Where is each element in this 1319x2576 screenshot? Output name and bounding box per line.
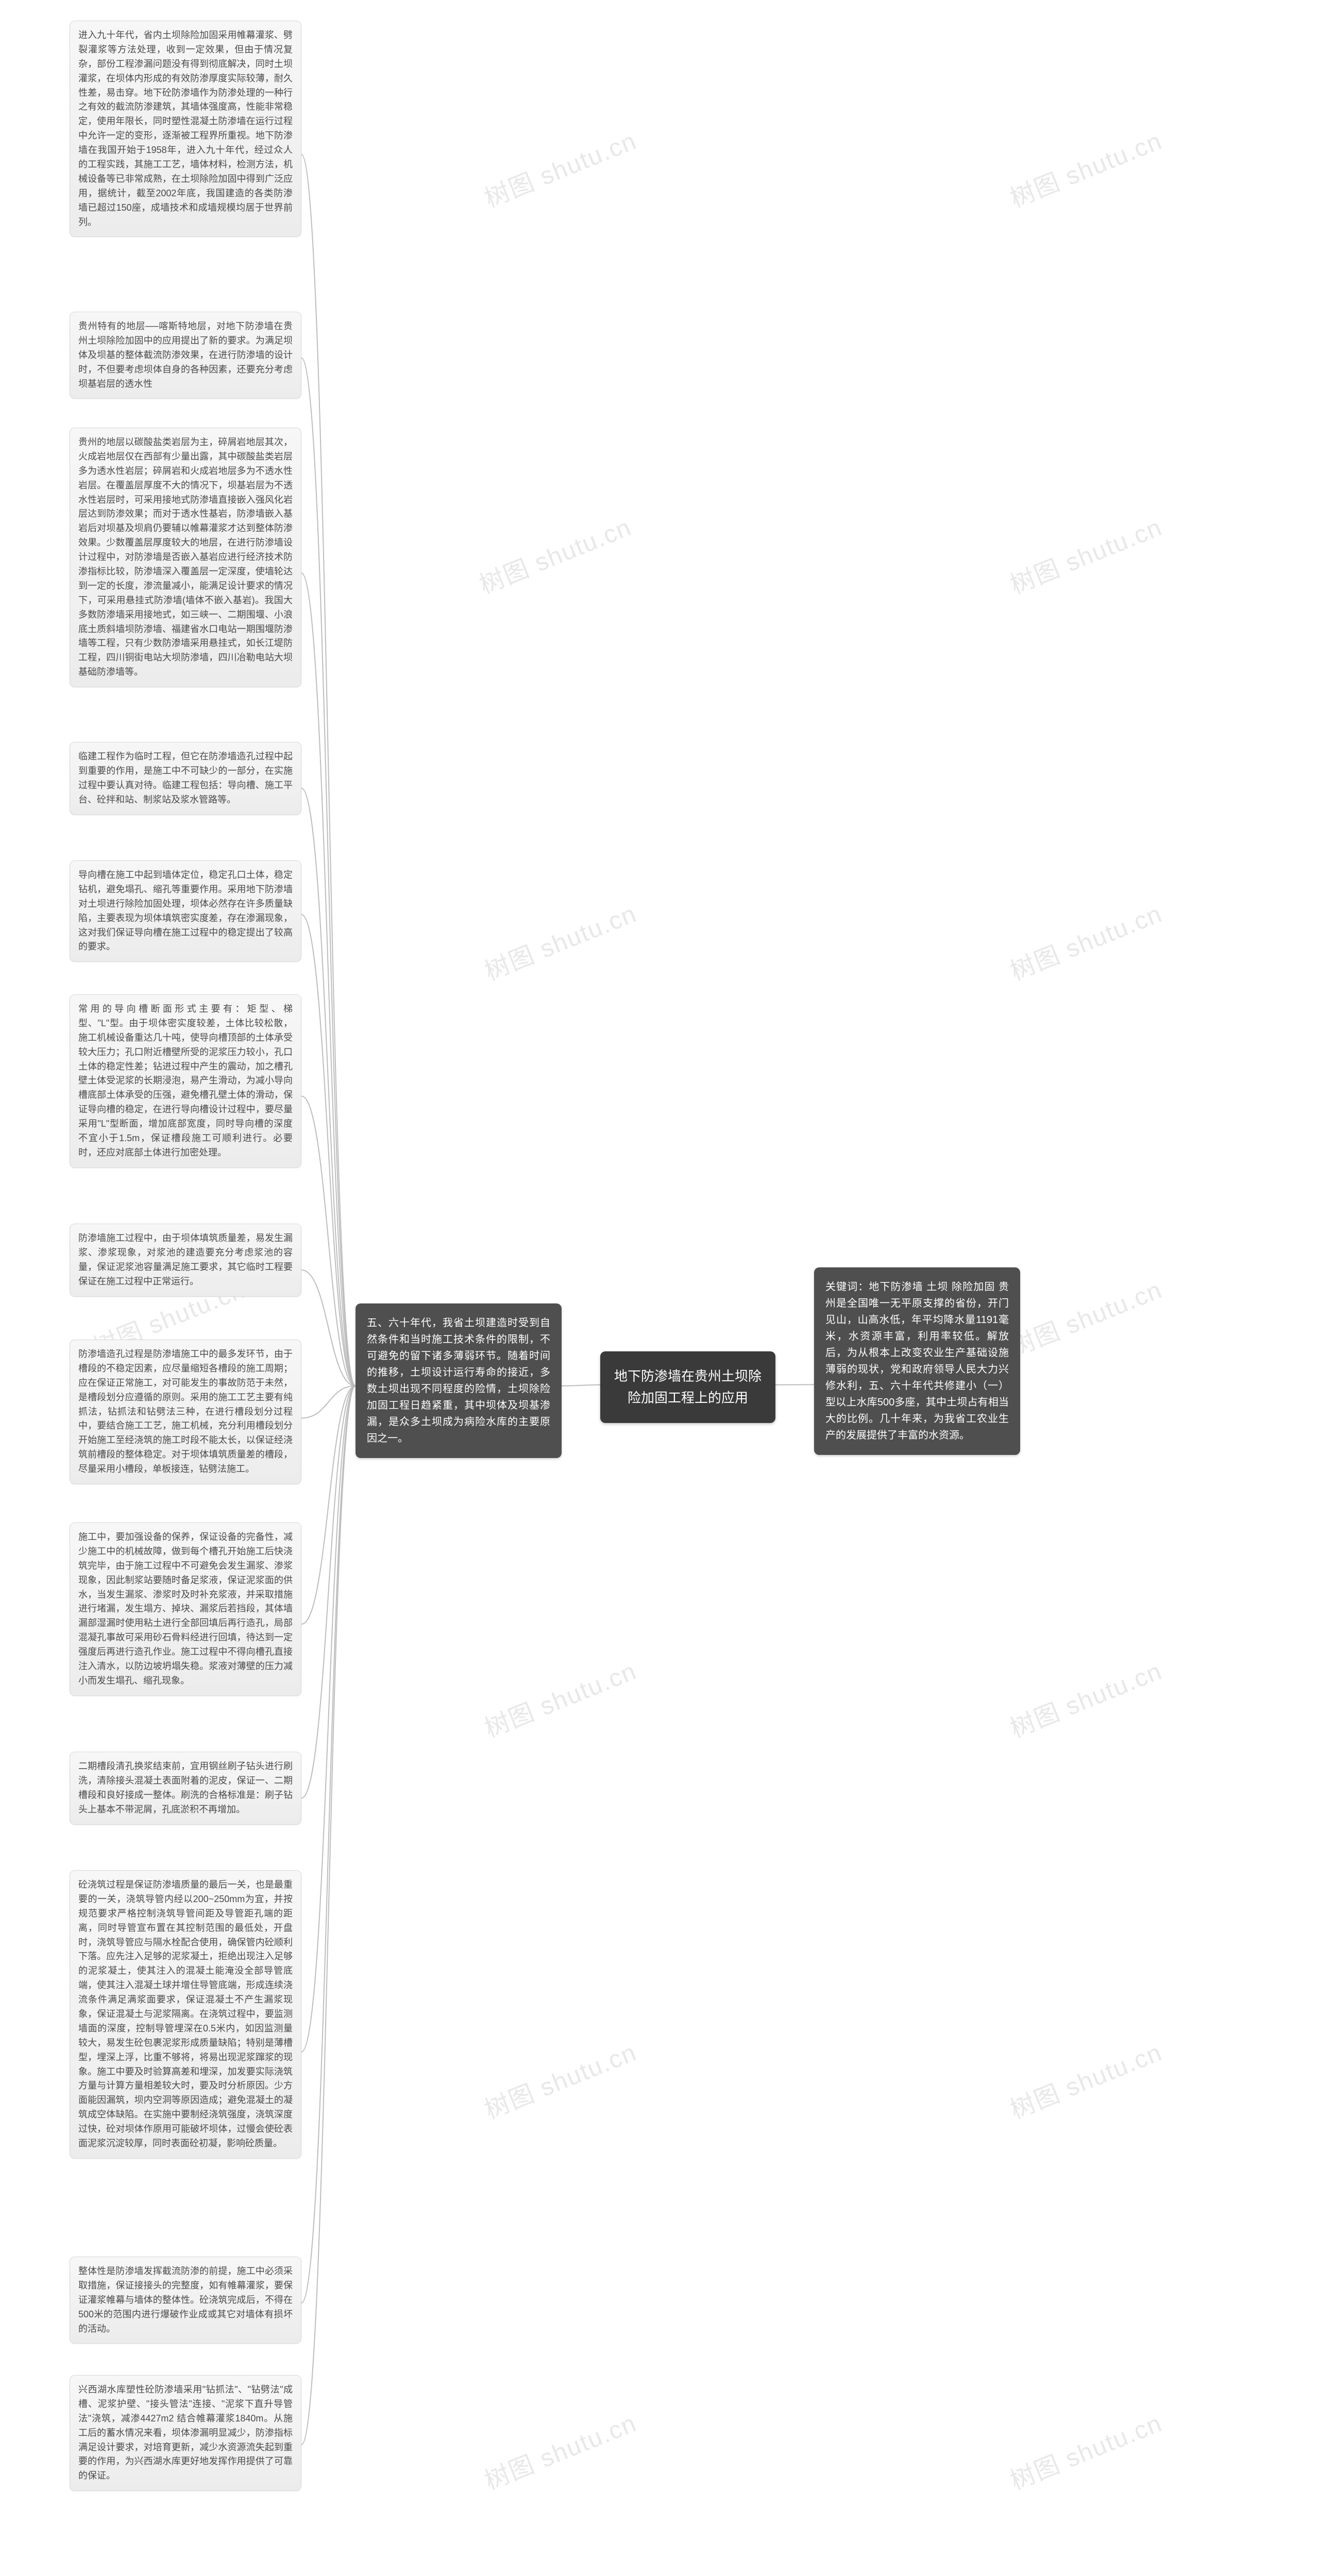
watermark-text: 树图 shutu.cn (1004, 1651, 1166, 1744)
leaf-node: 导向槽在施工中起到墙体定位，稳定孔口土体，稳定钻机，避免塌孔、缩孔等重要作用。采… (70, 860, 301, 962)
leaf-node: 整体性是防渗墙发挥截流防渗的前提，施工中必须采取措施，保证接接头的完整度，如有帷… (70, 2257, 301, 2344)
watermark-text: 树图 shutu.cn (473, 507, 636, 601)
watermark-text: 树图 shutu.cn (478, 2032, 641, 2126)
watermark-text: 树图 shutu.cn (478, 893, 641, 987)
watermark-text: 树图 shutu.cn (1004, 507, 1166, 601)
leaf-node: 贵州特有的地层──喀斯特地层，对地下防渗墙在贵州土坝除险加固中的应用提出了新的要… (70, 312, 301, 399)
watermark-text: 树图 shutu.cn (1004, 2032, 1166, 2126)
branch-right-node: 关键词：地下防渗墙 土坝 除险加固 贵州是全国唯一无平原支撑的省份，开门见山，山… (814, 1267, 1020, 1455)
watermark-text: 树图 shutu.cn (478, 1651, 641, 1744)
root-node: 地下防渗墙在贵州土坝除险加固工程上的应用 (600, 1351, 775, 1423)
watermark-text: 树图 shutu.cn (1004, 2403, 1166, 2497)
leaf-node: 常用的导向槽断面形式主要有：矩型、梯型、"L"型。由于坝体密实度较差，土体比较松… (70, 994, 301, 1168)
branch-left-node: 五、六十年代，我省土坝建造时受到自然条件和当时施工技术条件的限制，不可避免的留下… (356, 1303, 562, 1458)
leaf-node: 施工中，要加强设备的保养，保证设备的完备性，减少施工中的机械故障，做到每个槽孔开… (70, 1522, 301, 1696)
leaf-node: 防渗墙造孔过程是防渗墙施工中的最多发环节，由于槽段的不稳定因素，应尽量缩短各槽段… (70, 1340, 301, 1484)
leaf-node: 临建工程作为临时工程，但它在防渗墙造孔过程中起到重要的作用，是施工中不可缺少的一… (70, 742, 301, 815)
leaf-node: 进入九十年代，省内土坝除险加固采用帷幕灌浆、劈裂灌浆等方法处理，收到一定效果，但… (70, 21, 301, 237)
watermark-text: 树图 shutu.cn (1004, 121, 1166, 214)
watermark-text: 树图 shutu.cn (478, 2403, 641, 2497)
leaf-node: 砼浇筑过程是保证防渗墙质量的最后一关，也是最重要的一关，浇筑导管内经以200~2… (70, 1870, 301, 2159)
leaf-node: 二期槽段清孔换浆结束前，宜用钢丝刷子钻头进行刷洗，清除接头混凝土表面附着的泥皮，… (70, 1752, 301, 1825)
watermark-text: 树图 shutu.cn (1004, 893, 1166, 987)
watermark-text: 树图 shutu.cn (478, 121, 641, 214)
leaf-node: 防渗墙施工过程中，由于坝体填筑质量差，易发生漏浆、渗浆现象，对浆池的建造要充分考… (70, 1224, 301, 1297)
watermark-text: 树图 shutu.cn (1004, 1269, 1166, 1363)
leaf-node: 贵州的地层以碳酸盐类岩层为主，碎屑岩地层其次，火成岩地层仅在西部有少量出露，其中… (70, 428, 301, 687)
diagram-canvas: 树图 shutu.cn 树图 shutu.cn 树图 shutu.cn 树图 shut… (0, 0, 1319, 2576)
leaf-node: 兴西湖水库塑性砼防渗墙采用"钻抓法"、"钻劈法"成槽、泥浆护壁、"接头管法"连接… (70, 2375, 301, 2491)
